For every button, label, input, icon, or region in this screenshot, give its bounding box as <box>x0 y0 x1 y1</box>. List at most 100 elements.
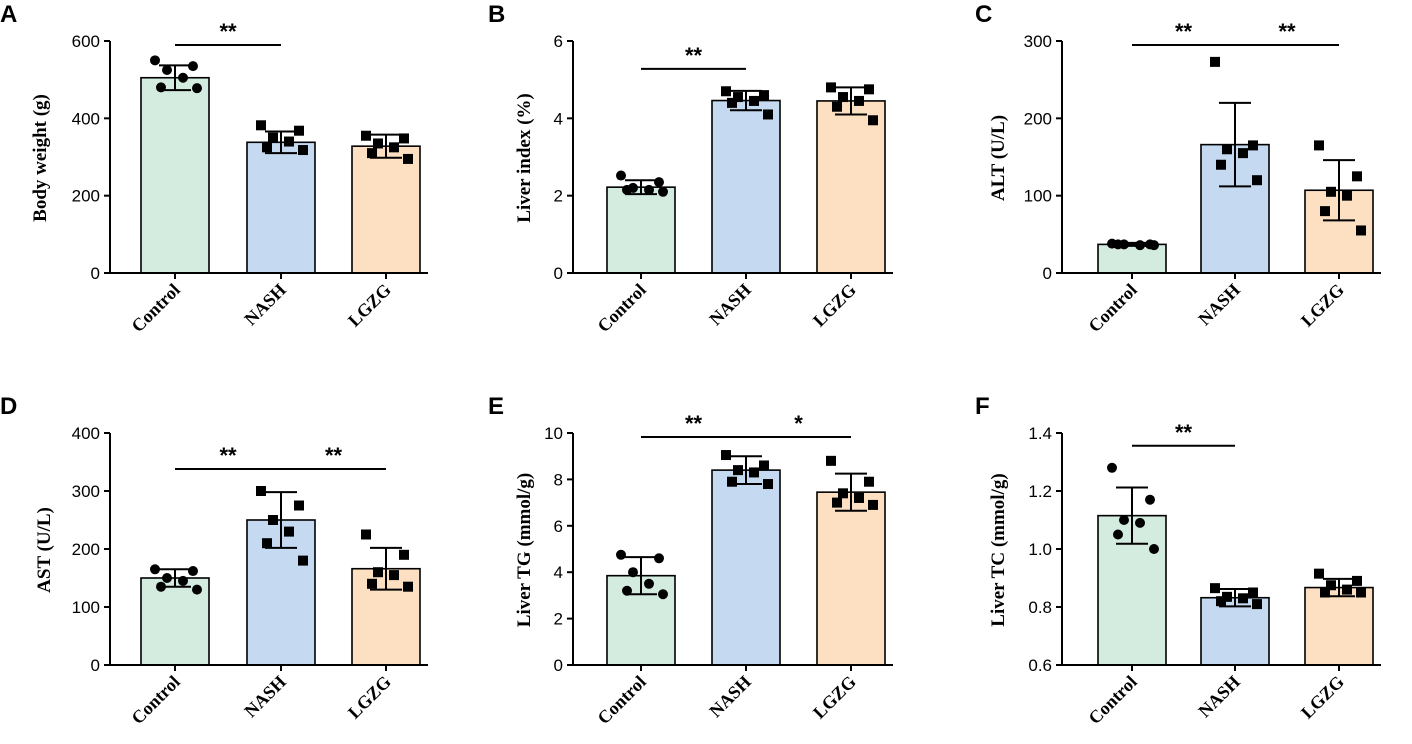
data-point <box>1238 148 1248 159</box>
data-point <box>284 526 294 537</box>
data-point <box>727 97 737 108</box>
data-point <box>1210 583 1220 594</box>
plot-area: 0 2 4 6 Control NASH LGZG ** <box>554 32 893 336</box>
data-point <box>403 581 413 592</box>
y-tick-label: 1.4 <box>1028 424 1052 443</box>
y-tick-label: 200 <box>1024 109 1052 128</box>
panel-letter: F <box>975 393 990 420</box>
plot-area: 0 100 200 300 400 Control NASH LGZG ** ** <box>72 424 428 728</box>
panel-e: E Liver TG (mmol/g) 0 2 4 6 8 10 Control NASH LG… <box>488 393 893 728</box>
panel-a: A Body weight (g) 0 200 400 600 Control NASH L… <box>0 1 428 336</box>
y-tick-label: 2 <box>554 187 563 206</box>
data-point <box>1210 56 1220 67</box>
plot-area: 0 200 400 600 Control NASH LGZG ** <box>72 19 428 336</box>
x-tick-label: LGZG <box>344 280 395 331</box>
x-tick-label: NASH <box>1194 280 1244 330</box>
data-point <box>1149 544 1159 554</box>
y-axis-label: Liver TC (mmol/g) <box>988 473 1009 626</box>
panel-letter: C <box>975 1 992 28</box>
data-point <box>868 499 878 510</box>
data-point <box>854 95 864 106</box>
x-tick-label: Control <box>127 672 183 728</box>
data-point <box>644 578 654 589</box>
y-tick-label: 300 <box>72 482 100 501</box>
data-point <box>178 72 188 83</box>
x-tick-label: LGZG <box>1297 672 1348 723</box>
data-point <box>854 492 864 503</box>
data-point <box>367 578 377 589</box>
data-point <box>256 486 266 496</box>
significance-label: ** <box>1175 19 1193 44</box>
significance-label: ** <box>219 19 237 44</box>
data-point <box>1107 462 1117 473</box>
data-point <box>826 82 836 93</box>
y-tick-label: 200 <box>72 540 100 559</box>
data-point <box>721 450 731 461</box>
data-point <box>1149 240 1159 251</box>
data-point <box>1314 140 1324 151</box>
data-point <box>268 515 278 525</box>
significance-label: ** <box>1175 420 1193 445</box>
data-point <box>1326 580 1336 591</box>
data-point <box>298 145 308 156</box>
data-point <box>156 581 166 592</box>
data-point <box>727 476 737 487</box>
data-point <box>1248 140 1258 151</box>
significance-label: ** <box>1278 19 1296 44</box>
data-point <box>389 142 399 153</box>
data-point <box>373 138 383 149</box>
plot-area: 0.6 0.8 1.0 1.2 1.4 Control NASH LGZG ** <box>1028 420 1381 728</box>
data-point <box>256 120 266 131</box>
data-point <box>622 585 632 596</box>
y-axis-label: AST (U/L) <box>34 507 55 593</box>
bar-lgzg <box>816 100 886 274</box>
x-tick-label: NASH <box>705 280 755 330</box>
y-axis-label: Body weight (g) <box>30 94 51 222</box>
data-point <box>403 153 413 164</box>
data-point <box>1238 593 1248 604</box>
data-point <box>1216 596 1226 607</box>
y-tick-label: 0 <box>91 264 100 283</box>
y-tick-label: 1.2 <box>1028 482 1052 501</box>
data-point <box>156 82 166 93</box>
x-tick-label: NASH <box>705 672 755 722</box>
y-tick-label: 8 <box>554 470 563 489</box>
data-point <box>1113 239 1123 250</box>
panel-letter: B <box>488 1 505 28</box>
bar-control <box>140 76 210 274</box>
y-tick-label: 0 <box>554 656 563 675</box>
significance-label: ** <box>219 443 237 468</box>
data-point <box>868 115 878 126</box>
y-tick-label: 100 <box>72 598 100 617</box>
x-tick-label: NASH <box>240 280 290 330</box>
y-tick-label: 100 <box>1024 187 1052 206</box>
data-point <box>294 500 304 511</box>
data-point <box>1320 587 1330 598</box>
x-tick-label: Control <box>127 280 183 336</box>
data-point <box>1216 159 1226 170</box>
data-point <box>150 55 160 66</box>
y-tick-label: 10 <box>544 424 563 443</box>
y-tick-label: 0 <box>91 656 100 675</box>
data-point <box>262 142 272 153</box>
x-tick-label: Control <box>1084 672 1140 728</box>
x-tick-label: Control <box>593 672 649 728</box>
data-point <box>644 184 654 195</box>
bar-nash <box>246 141 316 274</box>
data-point <box>864 84 874 95</box>
data-point <box>1326 186 1336 197</box>
y-tick-label: 300 <box>1024 32 1052 51</box>
panel-letter: E <box>488 393 504 420</box>
bar-nash <box>711 99 781 274</box>
data-point <box>188 566 198 577</box>
data-point <box>162 65 172 75</box>
x-tick-label: LGZG <box>344 672 395 723</box>
data-point <box>1222 144 1232 155</box>
data-point <box>749 95 759 106</box>
panel-f: F Liver TC (mmol/g) 0.6 0.8 1.0 1.2 1.4 Contr… <box>975 393 1381 728</box>
data-point <box>192 83 202 94</box>
y-tick-label: 0 <box>554 264 563 283</box>
data-point <box>721 86 731 97</box>
